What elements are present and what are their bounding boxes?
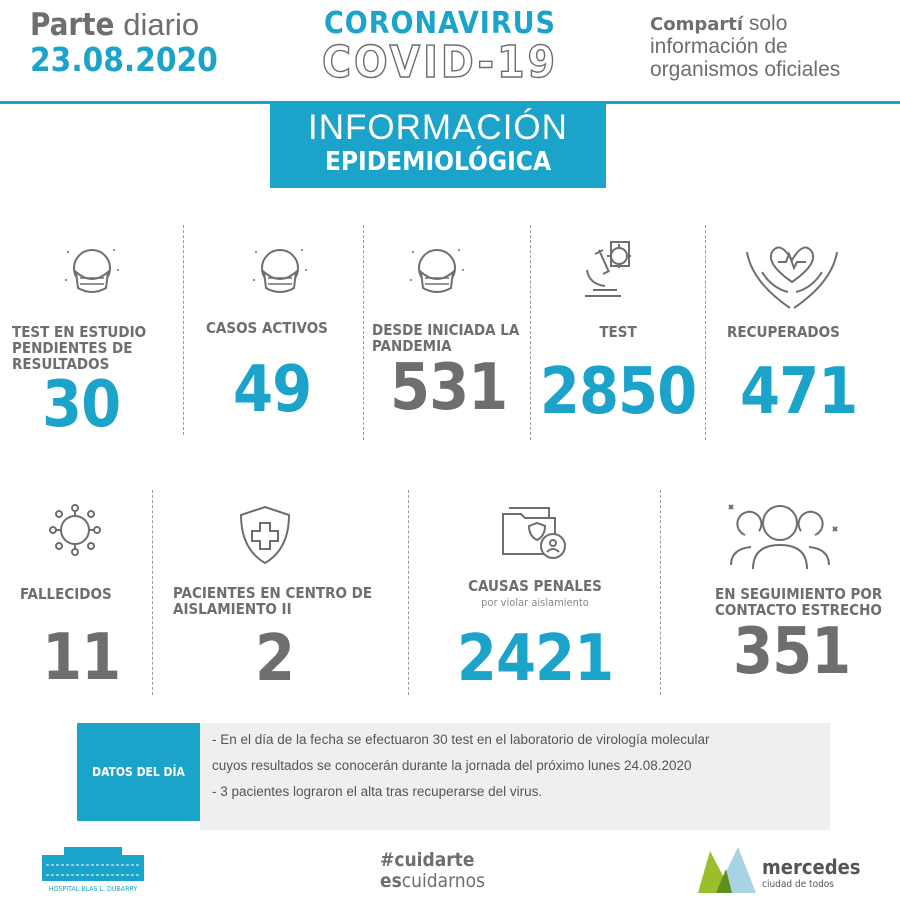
stat-value: 351 — [733, 615, 851, 690]
parte-label: Parte — [30, 7, 115, 43]
stat-label: TEST EN ESTUDIO PENDIENTES DE RESULTADOS — [12, 323, 147, 374]
divider — [363, 225, 364, 440]
stat-label: EN SEGUIMIENTO POR CONTACTO ESTRECHO — [715, 585, 883, 620]
mercedes-logo: mercedes ciudad de todos — [698, 845, 868, 895]
divider — [183, 225, 184, 435]
folder-user-icon — [502, 507, 566, 559]
banner-line1: INFORMACIÓN — [308, 108, 568, 147]
stat-recuperados: RECUPERADOS 471 — [712, 232, 892, 424]
divider — [660, 490, 661, 695]
people-contact-icon — [728, 504, 838, 570]
stat-label: TEST — [599, 323, 637, 341]
divider — [152, 490, 153, 695]
divider — [408, 490, 409, 695]
covid-title: CORONAVIRUS COVID-19 — [300, 6, 580, 85]
stat-label: CASOS ACTIVOS — [206, 319, 328, 337]
share-rest: solo — [748, 12, 788, 35]
stat-label: DESDE INICIADA LA PANDEMIA — [372, 321, 520, 356]
stat-label: RECUPERADOS — [727, 323, 840, 341]
hashtag-rest: cuidarnos — [401, 869, 485, 892]
stat-test-pendientes: TEST EN ESTUDIO PENDIENTES DE RESULTADOS… — [12, 240, 182, 437]
stat-sublabel: por violar aislamiento — [481, 596, 589, 610]
stat-test: TEST 2850 — [533, 240, 703, 424]
stat-value: 30 — [42, 367, 121, 442]
datos-line: - 3 pacientes lograron el alta tras recu… — [212, 784, 543, 799]
report-heading: Parte diario 23.08.2020 — [30, 7, 218, 80]
datos-line: cuyos resultados se conocerán durante la… — [212, 758, 692, 773]
stat-value: 2850 — [539, 355, 697, 430]
hashtag: #cuidarte escuidarnos — [380, 850, 485, 892]
hospital-name: HOSPITAL BLAS L. DUBARRY — [48, 885, 138, 893]
stat-seguimiento: EN SEGUIMIENTO POR CONTACTO ESTRECHO 351 — [715, 495, 895, 684]
stat-value: 471 — [740, 355, 858, 430]
city-name: mercedes — [762, 855, 861, 879]
face-mask-icon — [64, 248, 120, 293]
divider — [705, 225, 706, 440]
share-bold: Compartí — [650, 14, 744, 35]
stat-causas-penales: CAUSAS PENALES por violar aislamiento 24… — [420, 500, 650, 691]
datos-del-dia-text: - En el día de la fecha se efectuaron 30… — [200, 723, 830, 830]
datos-del-dia-label: DATOS DEL DÍA — [77, 723, 200, 821]
stat-value: 11 — [42, 621, 121, 696]
city-slogan: ciudad de todos — [762, 879, 834, 890]
stat-value: 2421 — [456, 622, 614, 697]
share-line3: organismos oficiales — [650, 58, 841, 82]
stat-label: CAUSAS PENALES — [468, 577, 602, 595]
face-mask-icon — [252, 248, 308, 293]
stat-value: 49 — [233, 353, 312, 428]
section-banner: INFORMACIÓN EPIDEMIOLÓGICA — [270, 103, 606, 188]
stat-label: FALLECIDOS — [20, 585, 112, 603]
title-coronavirus: CORONAVIRUS — [324, 6, 556, 41]
face-mask-icon — [409, 248, 465, 293]
hospital-building-icon — [42, 847, 144, 881]
title-covid19: COVID-19 — [321, 37, 559, 88]
stat-desde-pandemia: DESDE INICIADA LA PANDEMIA 531 — [372, 240, 527, 420]
stat-value: 2 — [255, 622, 295, 697]
diario-label: diario — [123, 7, 200, 42]
shield-cross-icon — [239, 505, 291, 565]
stat-aislamiento: PACIENTES EN CENTRO DE AISLAMIENTO II 2 — [173, 505, 403, 691]
microscope-icon — [585, 241, 631, 297]
stat-label: PACIENTES EN CENTRO DE AISLAMIENTO II — [173, 584, 373, 619]
stat-value: 531 — [390, 351, 508, 426]
datos-line: - En el día de la fecha se efectuaron 30… — [212, 732, 710, 747]
share-notice: Compartí solo información de organismos … — [650, 12, 840, 81]
banner-line2: EPIDEMIOLÓGICA — [324, 146, 552, 177]
stat-fallecidos: FALLECIDOS 11 — [20, 500, 150, 690]
hashtag-line1: #cuidarte — [380, 849, 475, 871]
mercedes-m-icon — [698, 847, 756, 893]
hashtag-es: es — [380, 869, 402, 892]
share-line2: información de — [650, 35, 788, 59]
divider — [530, 225, 531, 440]
stat-casos-activos: CASOS ACTIVOS 49 — [200, 240, 360, 422]
virus-icon — [49, 504, 101, 556]
hospital-logo: HOSPITAL BLAS L. DUBARRY — [38, 845, 148, 893]
report-date: 23.08.2020 — [30, 40, 218, 80]
header-divider — [0, 101, 900, 104]
hands-heart-icon — [746, 246, 838, 309]
